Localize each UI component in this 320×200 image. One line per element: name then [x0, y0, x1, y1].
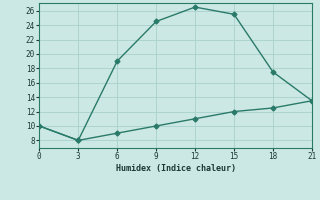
X-axis label: Humidex (Indice chaleur): Humidex (Indice chaleur): [116, 164, 236, 173]
